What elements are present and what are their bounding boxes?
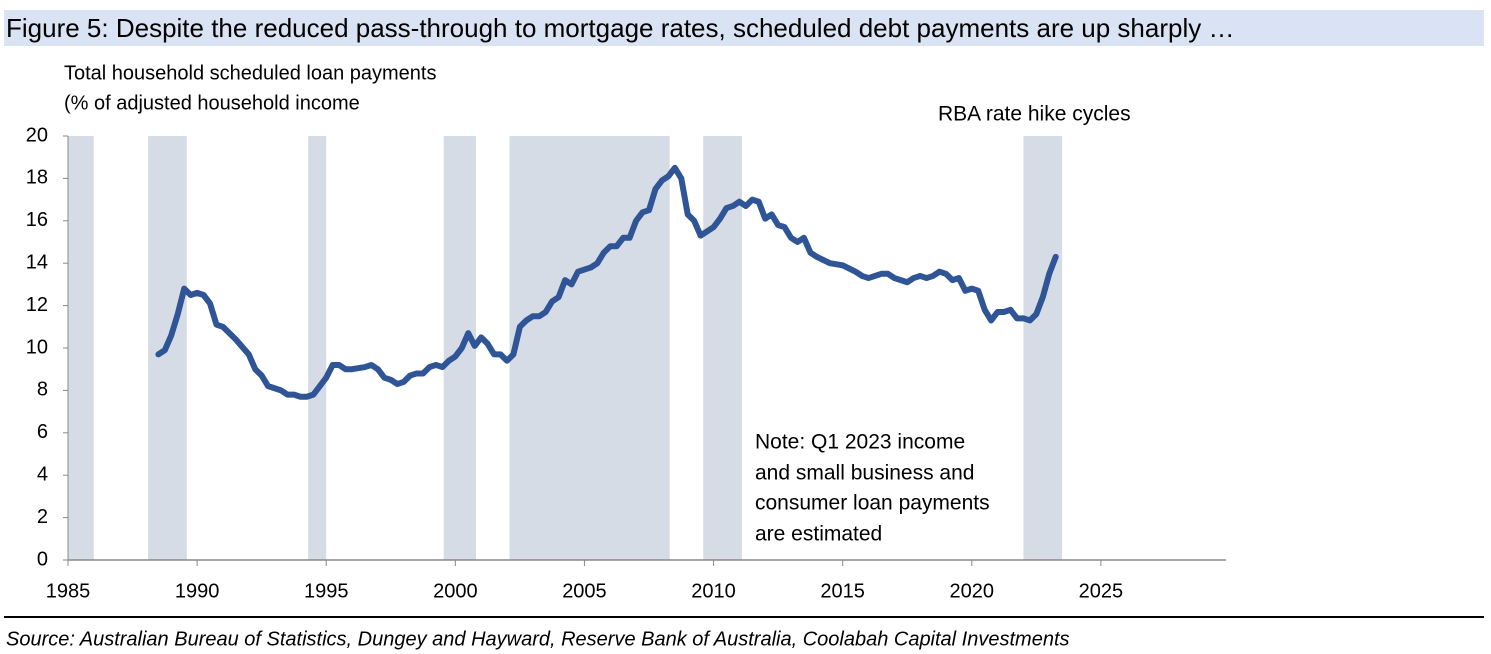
y-tick-label: 4: [37, 463, 48, 485]
y-tick-label: 8: [37, 379, 48, 401]
shaded-range: [68, 136, 94, 560]
source: Source: Australian Bureau of Statistics,…: [6, 628, 1070, 650]
title-bar: [4, 10, 1484, 46]
shaded-range: [1023, 136, 1063, 560]
chart-title: Figure 5: Despite the reduced pass-throu…: [6, 13, 1234, 43]
y-tick-label: 14: [26, 251, 48, 273]
note: and small business and: [755, 462, 974, 485]
y-axis-label: Total household scheduled loan payments: [64, 62, 436, 84]
x-tick-label: 2010: [691, 580, 736, 602]
y-tick-label: 18: [26, 167, 48, 189]
y-axis-label: (% of adjusted household income: [64, 92, 360, 114]
shaded-range: [509, 136, 670, 560]
y-tick-label: 16: [26, 209, 48, 231]
y-tick-label: 12: [26, 294, 48, 316]
shaded-range: [703, 136, 742, 560]
line-series: [155, 164, 1059, 400]
x-tick-label: 2005: [562, 580, 607, 602]
note: consumer loan payments: [755, 492, 990, 515]
shaded-range: [308, 136, 327, 560]
x-tick-label: 1990: [175, 580, 220, 602]
y-tick-label: 0: [37, 548, 48, 570]
x-tick-label: 2015: [820, 580, 865, 602]
x-tick-label: 2000: [433, 580, 478, 602]
y-tick-label: 20: [26, 124, 48, 146]
y-tick-label: 2: [37, 506, 48, 528]
x-tick-label: 2025: [1079, 580, 1124, 602]
note: are estimated: [755, 523, 882, 546]
x-tick-label: 2020: [950, 580, 995, 602]
shade-label: RBA rate hike cycles: [938, 103, 1131, 126]
plot: 0 2 4 6 8 10 12 14 16 18 20 1985 1990 1995 2000 2005 201…: [26, 124, 1226, 602]
x-tick-label: 1985: [46, 580, 91, 602]
x-tick-label: 1995: [304, 580, 349, 602]
y-tick-label: 6: [37, 421, 48, 443]
note: Note: Q1 2023 income: [755, 431, 965, 454]
y-tick-label: 10: [26, 336, 48, 358]
